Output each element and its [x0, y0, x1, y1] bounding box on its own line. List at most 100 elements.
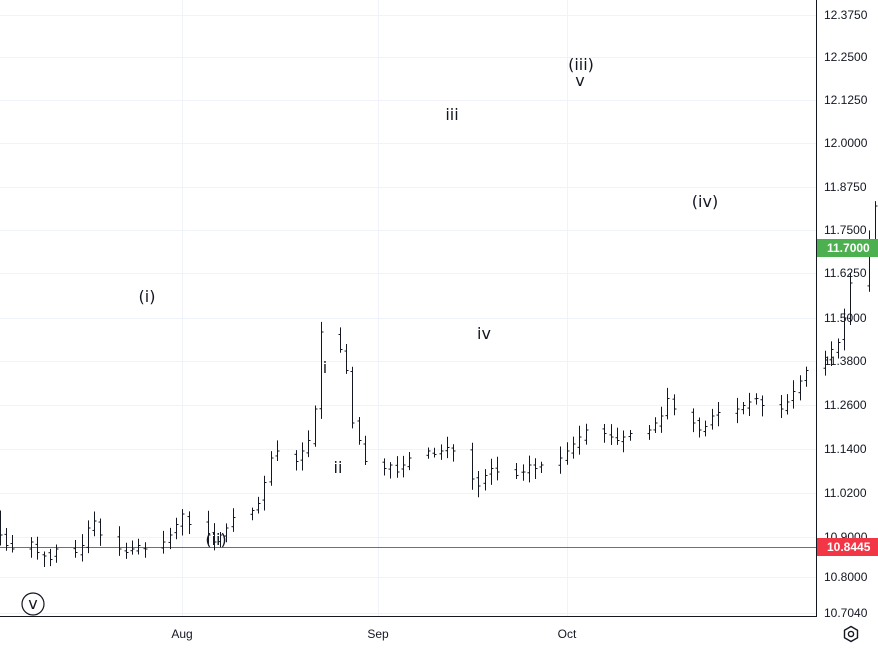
gear-icon — [843, 625, 859, 643]
ohlc-bar — [665, 387, 670, 420]
price-axis[interactable]: 12.3750 12.2500 12.1250 12.0000 11.8750 11.75… — [824, 8, 868, 620]
wave-label[interactable]: (ii) — [205, 530, 226, 549]
ohlc-bar — [533, 458, 538, 480]
ohlc-bar — [86, 520, 91, 554]
time-axis[interactable]: Aug Sep Oct — [171, 627, 577, 641]
ohlc-bar — [754, 393, 759, 405]
time-axis-tick-label: Sep — [367, 627, 389, 641]
ohlc-bar — [224, 523, 229, 543]
ohlc-bar — [395, 456, 400, 478]
ohlc-bar — [647, 425, 652, 440]
level-price-tag — [817, 538, 878, 556]
ohlc-bar — [602, 424, 607, 443]
ohlc-bar — [848, 272, 853, 326]
ohlc-bar — [319, 321, 324, 419]
ohlc-bar — [42, 551, 47, 568]
ohlc-bar — [476, 470, 481, 498]
ohlc-bar — [313, 405, 318, 447]
chart-settings-button[interactable] — [843, 625, 859, 643]
price-axis-tick-label: 12.2500 — [824, 50, 868, 64]
price-axis-tick-label: 11.6250 — [824, 266, 867, 280]
wave-label[interactable]: iv — [477, 324, 491, 343]
ohlc-bar — [672, 394, 677, 416]
wave-label[interactable]: (i) — [139, 287, 156, 306]
ohlc-bar — [445, 436, 450, 459]
time-axis-tick-label: Oct — [558, 627, 577, 641]
ohlc-bar — [565, 442, 570, 465]
ohlc-bar — [621, 430, 626, 453]
ohlc-bar — [439, 444, 444, 460]
ohlc-bar — [357, 416, 362, 445]
ohlc-bar — [735, 397, 740, 424]
ohlc-bar — [798, 375, 803, 401]
ohlc-bar — [521, 464, 526, 481]
ohlc-bar — [527, 455, 532, 483]
ohlc-bar — [80, 534, 85, 562]
wave-label[interactable]: (iv) — [692, 192, 718, 211]
price-axis-tick-label: 11.2600 — [824, 398, 867, 412]
ohlc-bar — [785, 394, 790, 415]
ohlc-bar — [54, 544, 59, 563]
ohlc-bar — [710, 408, 715, 430]
ohlc-bars — [0, 201, 878, 568]
ohlc-bar — [338, 327, 343, 353]
wave-label[interactable]: (iii) — [568, 55, 594, 74]
price-axis-tick-label: 11.8750 — [824, 180, 867, 194]
ohlc-bar — [584, 423, 589, 445]
wave-label[interactable]: v — [575, 71, 584, 90]
price-axis-tick-label: 12.1250 — [824, 93, 868, 107]
ohlc-bar — [382, 458, 387, 476]
ohlc-bar — [388, 462, 393, 479]
ohlc-bar — [659, 406, 664, 433]
ohlc-bar — [180, 509, 185, 536]
wave-label[interactable]: i — [323, 358, 327, 377]
ohlc-bar — [269, 451, 274, 486]
ohlc-bar — [350, 366, 355, 429]
ohlc-bar — [426, 447, 431, 459]
ohlc-bar — [836, 338, 841, 359]
chart-grid — [0, 0, 816, 616]
ohlc-bar — [451, 444, 456, 462]
price-axis-tick-label: 11.7500 — [824, 223, 867, 237]
ohlc-bar — [124, 542, 129, 559]
ohlc-bar — [212, 523, 217, 551]
ohlc-bar — [432, 447, 437, 458]
ohlc-bar — [300, 442, 305, 471]
ohlc-bar — [804, 366, 809, 387]
ohlc-bar — [256, 496, 261, 514]
price-axis-tick-label: 12.0000 — [824, 136, 868, 150]
ohlc-bar — [262, 475, 267, 511]
ohlc-bar — [514, 463, 519, 479]
ohlc-bar — [218, 531, 223, 548]
ohlc-bar — [48, 548, 53, 567]
price-axis-tick-label: 12.3750 — [824, 8, 868, 22]
ohlc-bar — [760, 395, 765, 417]
ohlc-bar — [294, 450, 299, 471]
ohlc-bar — [98, 518, 103, 546]
ohlc-bar — [628, 429, 633, 441]
ohlc-bar — [407, 452, 412, 471]
price-axis-tick-label: 10.8000 — [824, 570, 868, 584]
wave-label[interactable]: ii — [334, 458, 343, 477]
ohlc-bar — [206, 510, 211, 546]
ohlc-bar — [697, 417, 702, 438]
price-axis-tick-label: 10.7040 — [824, 606, 868, 620]
ohlc-bar — [401, 455, 406, 478]
ohlc-bar — [275, 440, 280, 462]
ohlc-bar — [470, 442, 475, 490]
ohlc-bar — [653, 417, 658, 433]
ohlc-bar — [187, 511, 192, 535]
ohlc-bar — [250, 507, 255, 521]
ohlc-bar — [558, 446, 563, 474]
ohlc-bar — [4, 527, 9, 551]
wave-label[interactable]: v — [28, 594, 37, 613]
price-axis-tick-label: 11.5000 — [824, 311, 867, 325]
ohlc-bar — [609, 424, 614, 446]
price-axis-tick-label: 11.1400 — [824, 442, 867, 456]
ohlc-bar — [136, 538, 141, 555]
ohlc-bar — [489, 458, 494, 485]
wave-label[interactable]: iii — [445, 105, 458, 124]
ohlc-bar — [615, 427, 620, 445]
